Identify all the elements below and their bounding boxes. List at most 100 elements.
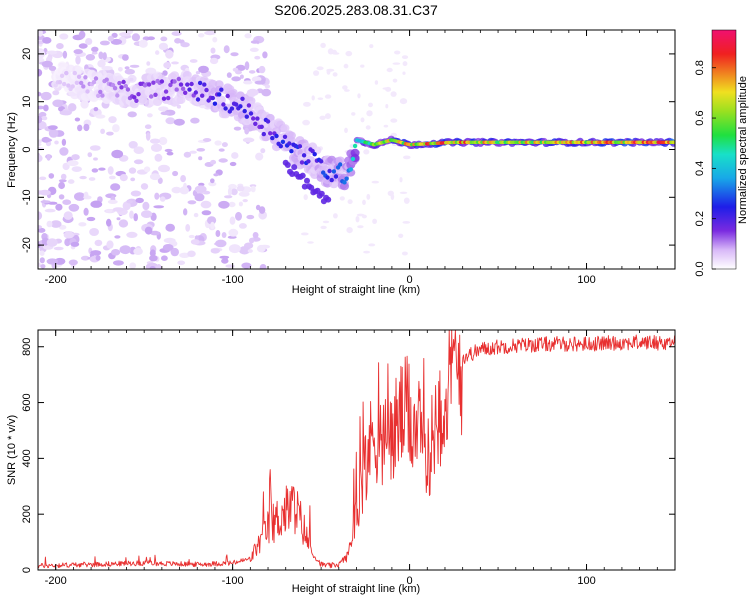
y-tick-label: 20 bbox=[21, 48, 33, 60]
x-tick-label: 0 bbox=[407, 274, 413, 286]
noise-blob bbox=[54, 257, 66, 265]
ridge-core bbox=[327, 168, 332, 174]
noise-blob bbox=[91, 46, 99, 53]
noise-blob bbox=[163, 61, 172, 69]
noise-blob bbox=[210, 159, 217, 165]
noise-blob bbox=[366, 110, 373, 117]
noise-blob bbox=[107, 199, 118, 204]
ridge-branch bbox=[314, 187, 321, 194]
noise-blob bbox=[124, 68, 135, 75]
noise-blob bbox=[190, 239, 200, 245]
noise-blob bbox=[221, 232, 227, 238]
noise-blob bbox=[58, 181, 65, 190]
x-tick-label: 0 bbox=[407, 575, 413, 587]
noise-blob bbox=[346, 227, 353, 234]
noise-blob bbox=[80, 255, 90, 261]
y-tick-label: 10 bbox=[21, 96, 33, 108]
noise-blob bbox=[317, 97, 324, 100]
x-tick-label: -100 bbox=[222, 575, 244, 587]
colorbar-tick-label: 0.6 bbox=[694, 110, 706, 125]
noise-blob bbox=[93, 107, 99, 112]
ridge-core bbox=[136, 92, 141, 97]
ridge-core bbox=[197, 80, 203, 86]
noise-blob bbox=[97, 59, 106, 68]
ridge-core bbox=[352, 143, 358, 149]
noise-blob bbox=[194, 193, 205, 202]
noise-blob bbox=[147, 36, 156, 41]
noise-blob bbox=[105, 208, 113, 213]
noise-blob bbox=[183, 151, 192, 158]
ridge-core bbox=[350, 156, 356, 162]
noise-blob bbox=[129, 262, 137, 269]
ridge-core bbox=[72, 70, 78, 76]
ridge-core bbox=[91, 80, 97, 85]
noise-blob bbox=[107, 35, 114, 42]
ridge-core bbox=[193, 90, 198, 95]
ridge-core bbox=[104, 77, 109, 82]
ridge-halo bbox=[204, 99, 214, 108]
noise-blob bbox=[78, 222, 87, 227]
noise-blob bbox=[40, 200, 51, 204]
noise-blob bbox=[124, 66, 130, 70]
noise-blob bbox=[67, 179, 75, 184]
ridge-core bbox=[342, 180, 347, 185]
noise-blob bbox=[363, 250, 371, 254]
noise-blob bbox=[118, 219, 129, 228]
noise-blob bbox=[239, 74, 244, 79]
noise-blob bbox=[153, 205, 165, 209]
noise-blob bbox=[326, 68, 335, 72]
ridge-core bbox=[331, 169, 337, 174]
ridge-core bbox=[163, 89, 169, 94]
noise-blob bbox=[38, 154, 43, 163]
noise-blob bbox=[95, 114, 106, 119]
ridge-core bbox=[225, 93, 230, 99]
noise-blob bbox=[327, 48, 334, 55]
noise-blob bbox=[401, 251, 408, 256]
noise-blob bbox=[343, 63, 349, 69]
noise-blob bbox=[345, 50, 353, 57]
noise-blob bbox=[196, 148, 206, 152]
noise-blob bbox=[249, 237, 255, 244]
ridge-core bbox=[246, 103, 252, 108]
noise-blob bbox=[215, 230, 221, 237]
noise-blob bbox=[38, 105, 45, 110]
noise-blob bbox=[242, 137, 255, 143]
ridge-core bbox=[242, 108, 247, 114]
noise-blob bbox=[158, 106, 169, 112]
noise-blob bbox=[38, 225, 42, 229]
noise-blob bbox=[88, 177, 96, 181]
noise-blob bbox=[128, 141, 138, 149]
noise-blob bbox=[38, 142, 42, 147]
noise-blob bbox=[399, 177, 403, 183]
noise-blob bbox=[250, 185, 256, 193]
ridge-core bbox=[200, 93, 205, 98]
noise-blob bbox=[225, 264, 235, 268]
noise-blob bbox=[91, 51, 98, 55]
noise-blob bbox=[402, 71, 406, 75]
noise-blob bbox=[147, 113, 153, 118]
noise-blob bbox=[63, 211, 73, 220]
noise-blob bbox=[71, 166, 83, 173]
y-tick-label: 0 bbox=[21, 567, 33, 573]
noise-blob bbox=[93, 157, 98, 161]
noise-blob bbox=[185, 224, 191, 232]
noise-blob bbox=[332, 52, 340, 55]
noise-blob bbox=[248, 70, 256, 74]
noise-blob bbox=[316, 66, 324, 71]
noise-blob bbox=[130, 190, 142, 197]
noise-blob bbox=[63, 231, 75, 239]
noise-blob bbox=[128, 167, 137, 174]
ridge-core bbox=[183, 90, 188, 96]
noise-blob bbox=[138, 39, 148, 48]
noise-blob bbox=[165, 117, 176, 125]
noise-blob bbox=[218, 148, 225, 152]
colorbar-tick-label: 0.0 bbox=[694, 261, 706, 276]
noise-blob bbox=[210, 47, 216, 54]
noise-blob bbox=[372, 218, 377, 224]
noise-blob bbox=[313, 70, 320, 76]
noise-blob bbox=[46, 238, 58, 247]
noise-blob bbox=[228, 201, 236, 208]
ridge-core bbox=[338, 162, 343, 167]
noise-blob bbox=[171, 61, 179, 65]
noise-blob bbox=[145, 67, 157, 76]
